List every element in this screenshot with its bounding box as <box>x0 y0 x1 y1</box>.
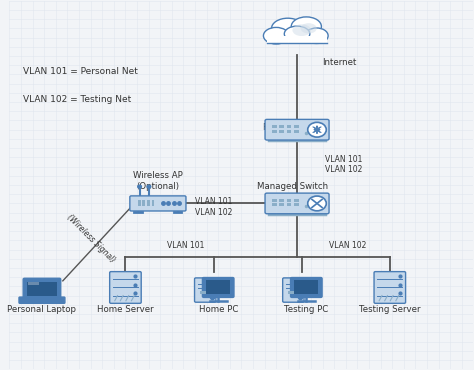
FancyBboxPatch shape <box>294 280 319 295</box>
FancyBboxPatch shape <box>194 278 216 302</box>
FancyBboxPatch shape <box>294 125 299 128</box>
FancyBboxPatch shape <box>287 199 292 202</box>
FancyBboxPatch shape <box>130 196 186 211</box>
Text: VLAN 102 = Testing Net: VLAN 102 = Testing Net <box>23 95 132 104</box>
Ellipse shape <box>264 27 289 44</box>
Text: Managed Switch: Managed Switch <box>257 182 328 191</box>
Text: Home PC: Home PC <box>199 305 238 314</box>
FancyBboxPatch shape <box>109 272 141 303</box>
FancyBboxPatch shape <box>287 204 292 206</box>
FancyBboxPatch shape <box>27 282 56 296</box>
Text: VLAN 101 = Personal Net: VLAN 101 = Personal Net <box>23 67 138 76</box>
FancyBboxPatch shape <box>200 291 211 294</box>
FancyBboxPatch shape <box>280 130 284 133</box>
FancyBboxPatch shape <box>147 201 150 206</box>
Text: VLAN 101: VLAN 101 <box>167 240 204 249</box>
FancyBboxPatch shape <box>294 204 299 206</box>
FancyBboxPatch shape <box>287 130 292 133</box>
Ellipse shape <box>292 24 311 36</box>
Text: (Wireless Signal): (Wireless Signal) <box>65 212 117 264</box>
FancyBboxPatch shape <box>138 201 140 206</box>
FancyBboxPatch shape <box>287 125 292 128</box>
FancyBboxPatch shape <box>272 130 277 133</box>
FancyBboxPatch shape <box>202 278 234 297</box>
FancyBboxPatch shape <box>272 199 277 202</box>
Text: VLAN 102: VLAN 102 <box>329 240 367 249</box>
Text: Testing Server: Testing Server <box>359 305 420 314</box>
FancyBboxPatch shape <box>206 280 230 295</box>
Ellipse shape <box>272 18 304 38</box>
Circle shape <box>308 196 326 211</box>
Ellipse shape <box>301 23 317 34</box>
Text: Testing PC: Testing PC <box>284 305 328 314</box>
FancyBboxPatch shape <box>294 199 299 202</box>
Text: VLAN 101
VLAN 102: VLAN 101 VLAN 102 <box>195 198 232 217</box>
FancyBboxPatch shape <box>267 36 327 43</box>
Text: Home Server: Home Server <box>97 305 154 314</box>
Circle shape <box>138 185 141 188</box>
FancyBboxPatch shape <box>283 278 304 302</box>
FancyBboxPatch shape <box>19 297 65 303</box>
Text: Wireless AP
(Optional): Wireless AP (Optional) <box>133 171 183 191</box>
FancyBboxPatch shape <box>142 201 145 206</box>
FancyBboxPatch shape <box>280 204 284 206</box>
FancyBboxPatch shape <box>288 291 299 294</box>
FancyBboxPatch shape <box>28 282 39 285</box>
FancyBboxPatch shape <box>265 120 329 140</box>
Text: Personal Laptop: Personal Laptop <box>8 305 76 314</box>
Text: Internet: Internet <box>323 58 357 67</box>
Text: Router: Router <box>262 123 291 132</box>
FancyBboxPatch shape <box>272 204 277 206</box>
FancyBboxPatch shape <box>265 193 329 214</box>
FancyBboxPatch shape <box>291 278 322 297</box>
Circle shape <box>308 122 326 137</box>
FancyBboxPatch shape <box>294 130 299 133</box>
FancyBboxPatch shape <box>374 272 406 303</box>
Circle shape <box>147 185 151 188</box>
FancyBboxPatch shape <box>152 201 155 206</box>
FancyBboxPatch shape <box>280 199 284 202</box>
FancyBboxPatch shape <box>272 125 277 128</box>
FancyBboxPatch shape <box>280 125 284 128</box>
Ellipse shape <box>284 26 310 41</box>
Text: VLAN 101
VLAN 102: VLAN 101 VLAN 102 <box>325 155 362 174</box>
FancyBboxPatch shape <box>23 278 61 300</box>
Ellipse shape <box>291 17 321 36</box>
Ellipse shape <box>305 28 328 43</box>
